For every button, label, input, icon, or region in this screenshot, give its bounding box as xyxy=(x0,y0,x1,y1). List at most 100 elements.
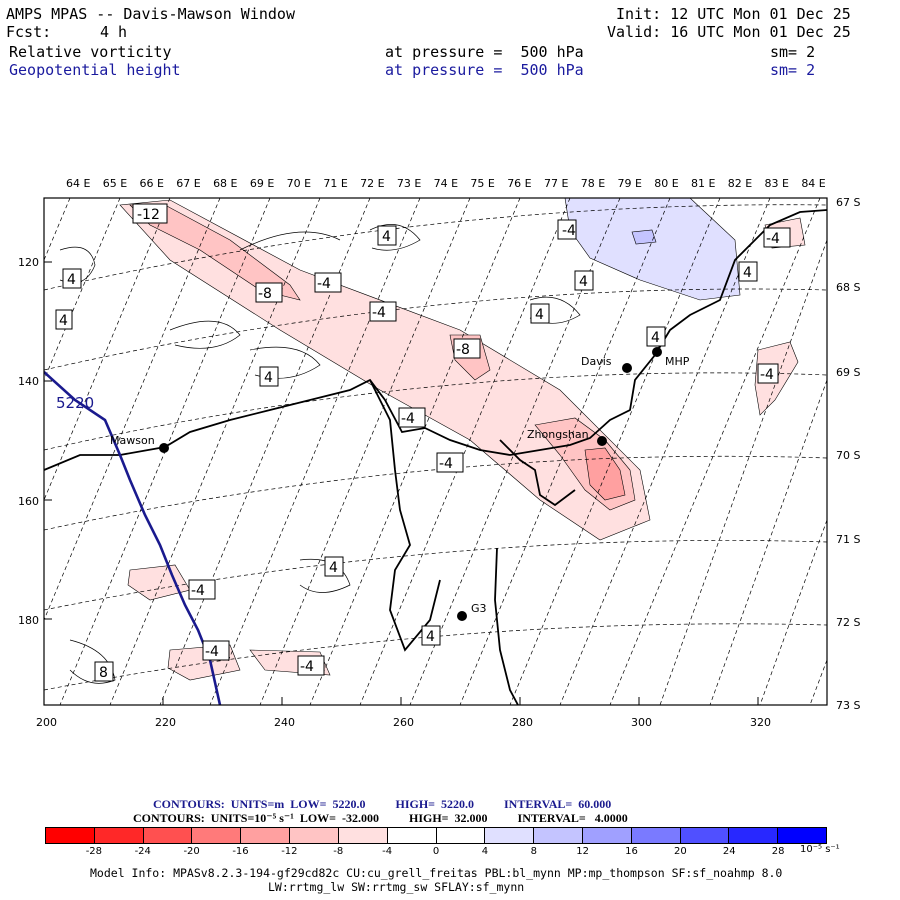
coastline xyxy=(44,209,827,705)
lat-tick: 69 S xyxy=(836,366,861,379)
grid-y-tick: 180 xyxy=(18,614,39,627)
colorbar-swatch xyxy=(680,828,730,843)
grid-y-tick: 120 xyxy=(18,256,39,269)
vort-positive-ne xyxy=(564,198,741,301)
lat-tick: 72 S xyxy=(836,616,861,629)
svg-text:-4: -4 xyxy=(317,276,331,292)
vort-positive-core xyxy=(631,229,657,245)
colorbar-swatch xyxy=(387,828,437,843)
station-label-g3: G3 xyxy=(471,602,487,615)
colorbar-tick: -16 xyxy=(232,846,249,857)
vort-band-weak xyxy=(119,199,651,541)
station-label-zhongshan: Zhongshan xyxy=(527,428,589,441)
svg-text:4: 4 xyxy=(264,370,273,386)
vort-label: -4 xyxy=(297,655,325,676)
vort-label: -4 xyxy=(369,301,397,322)
stations: Mawson Davis MHP Zhongshan G3 xyxy=(110,347,690,621)
svg-text:4: 4 xyxy=(67,272,76,288)
vorticity-contour-info: CONTOURS: UNITS=10⁻⁵ s⁻¹ LOW= -32.000 HI… xyxy=(133,811,628,825)
svg-text:-4: -4 xyxy=(439,456,453,472)
field2-name: Geopotential height xyxy=(9,61,181,79)
valid-time: Valid: 16 UTC Mon 01 Dec 25 xyxy=(607,23,851,41)
lon-tick: 81 E xyxy=(691,177,716,190)
svg-text:-4: -4 xyxy=(191,583,205,599)
colorbar-swatch xyxy=(338,828,388,843)
svg-text:-4: -4 xyxy=(562,223,576,239)
svg-text:-4: -4 xyxy=(760,367,774,383)
lon-tick: 67 E xyxy=(176,177,201,190)
forecast-hour: 4 h xyxy=(100,23,128,41)
station-marker-mawson xyxy=(159,443,169,453)
vorticity-labels: -12 -8 -4 -4 -8 -4 -4 -4 -4 -4 -4 4 4 4 … xyxy=(55,203,791,682)
colorbar-tick: 0 xyxy=(432,846,440,857)
colorbar-tick: 12 xyxy=(576,846,589,857)
vort-label: -4 xyxy=(757,363,779,384)
station-marker-mhp xyxy=(652,347,662,357)
vort-label: -4 xyxy=(557,219,577,240)
lon-tick: 79 E xyxy=(617,177,642,190)
vort-label: 4 xyxy=(646,326,666,347)
grid-x-tick: 280 xyxy=(512,716,533,729)
grid-y-tick: 140 xyxy=(18,375,39,388)
vort-label: 4 xyxy=(530,303,550,324)
frame-ticks xyxy=(43,261,759,705)
svg-text:4: 4 xyxy=(329,560,338,576)
colorbar-tick: 16 xyxy=(625,846,638,857)
longitude-axis: 64 E 65 E 66 E 67 E 68 E 69 E 70 E 71 E … xyxy=(66,177,826,190)
colorbar-swatch xyxy=(46,828,95,843)
svg-text:4: 4 xyxy=(535,307,544,323)
vort-band-moderate xyxy=(129,204,301,301)
lon-tick: 64 E xyxy=(66,177,91,190)
colorbar-tick: 28 xyxy=(771,846,785,857)
colorbar xyxy=(45,827,827,844)
svg-text:-4: -4 xyxy=(401,411,415,427)
colorbar-swatch xyxy=(143,828,193,843)
field2-level: at pressure = 500 hPa xyxy=(385,61,584,79)
vort-label: -4 xyxy=(314,272,342,293)
vort-label: 4 xyxy=(574,270,594,291)
field1-name: Relative vorticity xyxy=(9,43,172,61)
svg-text:8: 8 xyxy=(99,665,108,681)
colorbar-tick: -4 xyxy=(382,846,393,857)
svg-text:-12: -12 xyxy=(137,207,160,223)
grid-y-tick: 160 xyxy=(18,495,39,508)
colorbar-swatch xyxy=(94,828,144,843)
lon-tick: 69 E xyxy=(249,177,275,190)
vort-label: 4 xyxy=(377,225,397,246)
svg-text:4: 4 xyxy=(651,330,660,346)
lon-tick: 66 E xyxy=(139,177,164,190)
vort-label: 4 xyxy=(259,366,279,387)
vort-label: -4 xyxy=(763,227,791,248)
station-label-mhp: MHP xyxy=(665,355,690,368)
vort-label: 4 xyxy=(324,556,344,577)
colorbar-swatch xyxy=(192,828,242,843)
model-info-line1: Model Info: MPASv8.2.3-194-gf29cd82c CU:… xyxy=(90,866,783,880)
station-label-mawson: Mawson xyxy=(110,434,155,447)
colorbar-tick: 20 xyxy=(674,846,687,857)
vort-label: -8 xyxy=(453,338,481,359)
station-label-davis: Davis xyxy=(581,355,612,368)
vort-label: 4 xyxy=(62,268,82,289)
colorbar-swatch xyxy=(631,828,681,843)
lon-tick: 72 E xyxy=(360,177,385,190)
vort-label: 4 xyxy=(55,309,73,330)
lon-tick: 76 E xyxy=(507,177,532,190)
colorbar-units: 10⁻⁵ s⁻¹ xyxy=(800,844,840,855)
vort-label: -12 xyxy=(132,203,168,224)
colorbar-swatch xyxy=(436,828,486,843)
vort-label: -4 xyxy=(436,452,464,473)
forecast-label: Fcst: xyxy=(6,23,52,41)
vort-label: -4 xyxy=(398,407,426,428)
colorbar-swatch xyxy=(778,828,826,843)
lon-tick: 73 E xyxy=(396,177,422,190)
colorbar-tick: -8 xyxy=(333,846,344,857)
colorbar-tick: 4 xyxy=(481,846,489,857)
svg-text:-8: -8 xyxy=(456,342,470,358)
colorbar-swatch xyxy=(485,828,535,843)
grid-x-tick: 200 xyxy=(36,716,57,729)
colorbar-tick: -12 xyxy=(281,846,298,857)
vort-label: -4 xyxy=(188,579,216,600)
vort-label: 8 xyxy=(94,661,114,682)
height-contour-label: 5220 xyxy=(56,394,94,412)
